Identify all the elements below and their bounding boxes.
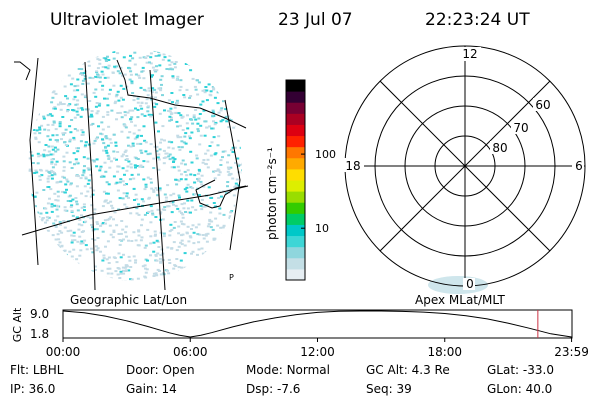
info-ip: IP: 36.0 (10, 382, 56, 396)
info-door: Door: Open (126, 363, 195, 377)
colorbar-cell (286, 268, 305, 281)
polar-plot-panel: 12 18 6 0 60 70 80 Apex MLat/MLT (342, 45, 586, 307)
polar-diagonal-2 (379, 80, 551, 252)
colorbar-ticks: 100 10 (301, 148, 336, 235)
colorbar-cell (286, 224, 305, 237)
colorbar-cell (286, 213, 305, 225)
colorbar-gradient (286, 80, 305, 281)
coastline-nw (14, 61, 31, 81)
meridian-2 (84, 61, 96, 291)
geographic-image-panel: P Geographic Lat/Lon (14, 49, 249, 307)
timeline-x-ticks: 00:00 06:00 12:00 18:00 23:59 (46, 338, 589, 359)
colorbar: 100 10 photon cm⁻²s⁻¹ (265, 79, 336, 281)
timeline-x-tick-label: 18:00 (427, 345, 462, 359)
timeline-x-tick-label: 06:00 (173, 345, 208, 359)
colorbar-unit-label: photon cm⁻²s⁻¹ (265, 147, 279, 240)
map-grid-lines (14, 57, 249, 291)
timeline-y-tick-label: 9.0 (30, 307, 49, 321)
colorbar-cell (286, 80, 305, 92)
coastline-north (116, 59, 247, 129)
latitude-line (21, 185, 249, 236)
meridian-4 (224, 99, 241, 251)
colorbar-cell (286, 124, 305, 137)
observation-time: 22:23:24 UT (425, 10, 530, 30)
colorbar-cell (286, 180, 305, 192)
colorbar-cell (286, 157, 305, 170)
coastline-east (195, 179, 247, 209)
mlt-label-0: 0 (466, 277, 474, 291)
mlt-label-12: 12 (462, 47, 477, 61)
timeline-x-tick-label: 12:00 (300, 345, 335, 359)
colorbar-cell (286, 102, 305, 114)
apex-label: Apex MLat/MLT (415, 293, 505, 307)
colorbar-tick-label: 10 (315, 222, 329, 235)
colorbar-cell (286, 257, 305, 270)
instrument-title: Ultraviolet Imager (50, 10, 204, 30)
colorbar-cell (286, 202, 305, 214)
timeline-y-tick-label: 1.8 (30, 327, 49, 341)
info-seq: Seq: 39 (366, 382, 412, 396)
timeline-x-tick-label: 23:59 (554, 345, 589, 359)
info-glon: GLon: 40.0 (487, 382, 553, 396)
colorbar-tick-label: 100 (315, 148, 336, 161)
colorbar-cell (286, 235, 305, 248)
colorbar-cell (286, 113, 305, 125)
aurora-intensity-speckles (28, 49, 242, 281)
altitude-series-line (62, 310, 572, 338)
info-gc-alt: GC Alt: 4.3 Re (366, 363, 450, 377)
info-mode: Mode: Normal (246, 363, 330, 377)
mlt-label-6: 6 (575, 159, 583, 173)
colorbar-cell (286, 246, 305, 259)
info-glat: GLat: -33.0 (487, 363, 554, 377)
mlat-label-70: 70 (513, 121, 528, 135)
colorbar-cell (286, 135, 305, 148)
colorbar-frame (285, 79, 306, 281)
info-dsp: Dsp: -7.6 (246, 382, 301, 396)
meridian-3 (149, 69, 166, 291)
observation-date: 23 Jul 07 (278, 10, 353, 30)
info-gain: Gain: 14 (126, 382, 177, 396)
colorbar-cell (286, 146, 305, 159)
geographic-label: Geographic Lat/Lon (70, 293, 187, 307)
info-flt: Flt: LBHL (10, 363, 64, 377)
timeline-y-ticks: 9.01.8 (30, 307, 49, 341)
corner-mark: P (229, 273, 234, 282)
meridian-1 (29, 57, 39, 266)
polar-grid (344, 45, 586, 287)
mlat-label-60: 60 (535, 98, 550, 112)
altitude-timeline: GC Alt 9.01.8 00:00 06:00 12:00 18:00 23:59 (11, 307, 589, 359)
mlt-label-18: 18 (345, 159, 360, 173)
colorbar-cell (286, 91, 305, 103)
mlat-label-80: 80 (492, 141, 507, 155)
colorbar-cell (286, 191, 305, 203)
timeline-y-label: GC Alt (11, 307, 24, 342)
timeline-x-tick-label: 00:00 (46, 345, 81, 359)
colorbar-cell (286, 168, 305, 181)
